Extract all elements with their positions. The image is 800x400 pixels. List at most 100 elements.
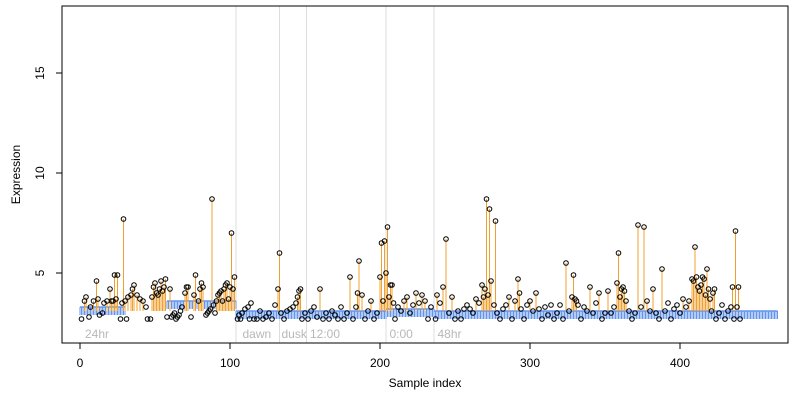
data-point-74	[219, 298, 226, 304]
data-point-245	[656, 316, 662, 322]
data-point-95	[263, 314, 269, 320]
data-point-55	[185, 284, 191, 290]
data-point-2	[83, 294, 89, 300]
data-point-215	[575, 302, 581, 308]
data-point-56	[188, 314, 194, 320]
data-point-197	[527, 298, 533, 304]
data-point-24	[128, 292, 134, 298]
data-point-158	[425, 316, 431, 322]
data-point-122	[335, 316, 341, 322]
data-point-141	[383, 270, 389, 276]
data-point-240	[641, 224, 647, 230]
data-point-78	[225, 296, 232, 302]
data-point-139	[380, 298, 386, 304]
data-points	[78, 196, 743, 322]
data-point-123	[338, 304, 344, 310]
data-point-140	[381, 238, 388, 244]
data-point-93	[257, 308, 263, 314]
data-point-142	[384, 224, 391, 230]
data-point-250	[671, 306, 677, 312]
data-point-0	[78, 316, 85, 322]
data-point-42	[162, 276, 169, 282]
data-point-194	[518, 306, 524, 312]
data-point-205	[551, 316, 557, 322]
data-point-137	[377, 274, 383, 280]
data-point-265	[702, 292, 709, 298]
data-point-109	[297, 286, 304, 292]
data-point-152	[407, 310, 413, 316]
data-point-120	[329, 308, 335, 314]
data-point-219	[587, 284, 593, 290]
data-point-157	[422, 298, 428, 304]
data-point-9	[99, 310, 106, 316]
data-point-44	[167, 286, 173, 292]
data-point-113	[308, 308, 314, 314]
x-tick-label-4: 400	[670, 356, 690, 370]
data-point-196	[524, 302, 530, 308]
data-point-275	[722, 316, 728, 322]
data-point-133	[365, 308, 371, 314]
data-point-68	[210, 302, 217, 308]
data-point-67	[209, 196, 215, 202]
data-point-126	[347, 274, 353, 280]
data-point-279	[731, 316, 737, 322]
data-point-182	[488, 278, 494, 284]
data-point-271	[711, 286, 718, 292]
data-point-228	[614, 280, 620, 286]
data-point-4	[87, 304, 94, 310]
data-point-150	[401, 298, 407, 304]
data-point-5	[90, 298, 97, 304]
data-point-199	[533, 290, 539, 296]
data-point-62	[200, 284, 206, 290]
data-point-135	[371, 316, 377, 322]
data-point-111	[302, 310, 308, 316]
data-point-209	[563, 260, 569, 266]
data-point-166	[449, 294, 455, 300]
data-point-184	[492, 218, 499, 224]
data-point-274	[719, 302, 725, 308]
data-point-236	[629, 316, 635, 322]
data-point-130	[356, 258, 362, 264]
data-point-171	[464, 302, 470, 308]
data-point-147	[392, 316, 398, 322]
data-point-165	[446, 310, 452, 316]
data-point-29	[140, 298, 146, 304]
data-point-160	[432, 316, 439, 322]
data-point-121	[332, 312, 338, 318]
data-point-195	[521, 316, 527, 322]
data-point-70	[213, 298, 220, 304]
data-point-18	[117, 316, 124, 322]
data-point-98	[272, 302, 278, 308]
data-point-159	[428, 304, 434, 310]
data-point-116	[317, 286, 323, 292]
data-point-168	[455, 308, 461, 314]
data-point-208	[560, 316, 566, 322]
data-point-200	[536, 306, 542, 312]
data-point-258	[692, 244, 698, 250]
data-point-282	[735, 284, 742, 290]
x-tick-label-1: 100	[220, 356, 240, 370]
data-point-52	[179, 304, 185, 310]
data-point-276	[725, 308, 731, 314]
data-point-167	[452, 316, 458, 322]
data-point-81	[230, 286, 236, 292]
x-axis: 0 100 200 300 400	[77, 342, 690, 370]
data-point-280	[732, 228, 739, 234]
data-point-169	[458, 316, 464, 322]
data-point-131	[359, 292, 365, 298]
y-tick-label-1: 10	[33, 166, 47, 180]
data-point-153	[410, 302, 416, 308]
data-point-217	[581, 304, 587, 310]
data-point-202	[542, 304, 548, 310]
data-point-230	[617, 294, 623, 300]
data-point-53	[182, 290, 188, 296]
data-point-80	[228, 230, 235, 236]
data-point-254	[683, 304, 689, 310]
annotation-5: 48hr	[438, 327, 462, 341]
annotation-3: 12:00	[310, 327, 340, 341]
data-point-188	[503, 302, 509, 308]
data-point-267	[705, 286, 712, 292]
data-point-114	[311, 304, 317, 310]
data-point-16	[113, 296, 119, 302]
